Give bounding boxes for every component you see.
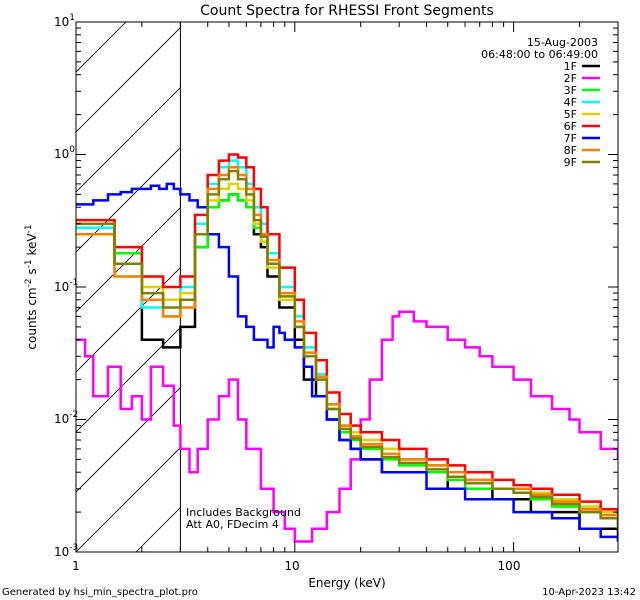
legend-label-6f: 6F [564,120,577,133]
series-line-7f [76,182,618,542]
y-tick-label-1e1: 101 [54,13,75,29]
legend-label-9f: 9F [564,156,577,169]
footer-timestamp: 10-Apr-2023 13:42 [542,587,636,598]
hatch-line [76,387,181,493]
hatch-line [616,22,640,552]
series-line-6f [76,153,618,519]
attenuator-note: Att A0, FDecim 4 [186,518,279,531]
y-tick-label-1e0: 100 [54,145,75,161]
x-tick-label-10: 10 [284,559,299,573]
series-line-8f [76,166,618,525]
y-tick-label-1e-3: 10-3 [54,543,78,559]
time-range-label: 06:48:00 to 06:49:00 [481,48,598,61]
hatch-line [0,22,6,552]
hatch-line [76,27,181,133]
legend-label-4f: 4F [564,96,577,109]
axis-ticks [75,21,619,553]
legend-label-5f: 5F [564,108,577,121]
date-label: 15-Aug-2003 [527,36,598,49]
legend-label-1f: 1F [564,60,577,73]
hatched-region [0,22,640,552]
series-line-3f [76,193,618,529]
x-tick-label-1: 1 [72,559,80,573]
footer-generator: Generated by hsi_min_spectra_plot.pro [2,587,198,598]
hatch-line [76,447,181,552]
series-line-2f [76,310,618,543]
legend-label-8f: 8F [564,144,577,157]
y-tick-label-1e-2: 10-2 [54,410,78,426]
x-axis-label: Energy (keV) [308,576,385,590]
chart-title: Count Spectra for RHESSI Front Segments [200,3,494,19]
series-line-9f [76,169,618,529]
background-note: Includes Background [186,506,301,519]
x-tick-label-100: 100 [498,559,521,573]
series-layer [76,153,618,543]
legend-label-7f: 7F [564,132,577,145]
hatch-line [76,207,181,313]
y-axis-label: counts cm-2 s-1 keV-1 [24,224,39,349]
legend-label-2f: 2F [564,72,577,85]
y-tick-label-1e-1: 10-1 [54,278,78,294]
legend-label-3f: 3F [564,84,577,97]
hatch-line [76,87,181,193]
